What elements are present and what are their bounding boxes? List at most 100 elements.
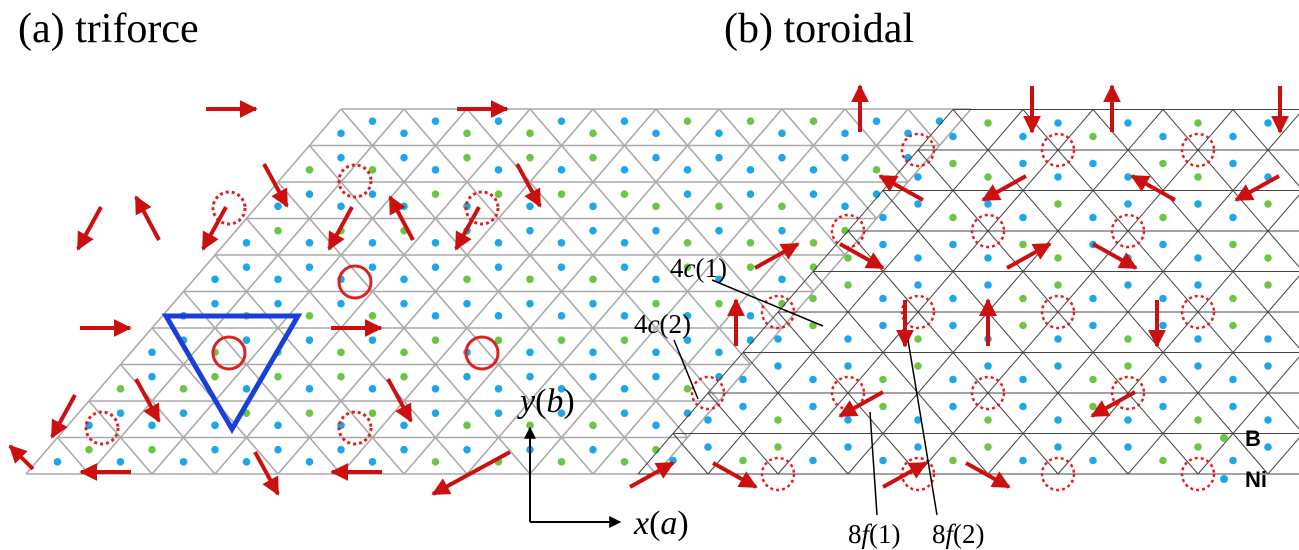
lattice-line [987, 113, 1299, 475]
solid-site-circle [211, 335, 247, 371]
atom [1194, 254, 1202, 262]
dotted-site-circle [1180, 294, 1216, 330]
lattice-line [1267, 437, 1299, 475]
atom [431, 409, 440, 417]
atom [557, 312, 566, 320]
atom [1229, 375, 1237, 384]
atom [179, 385, 188, 393]
y-axis-label: y(b) [517, 383, 575, 420]
atom [305, 458, 314, 466]
atom [1054, 443, 1062, 451]
moment-arrow [76, 206, 103, 251]
lattice-line [882, 190, 1129, 475]
atom [1229, 294, 1237, 303]
atom [778, 202, 786, 211]
atom [715, 153, 723, 162]
moment-arrow [431, 450, 511, 496]
atom [809, 375, 817, 384]
atom [914, 254, 922, 262]
lattice-line [1162, 109, 1299, 268]
atom [652, 129, 660, 138]
atom [984, 119, 992, 127]
atom [526, 372, 534, 381]
atom [652, 372, 660, 381]
atom [1194, 335, 1202, 343]
atom [274, 372, 282, 381]
moment-arrow [754, 242, 800, 270]
lattice-line [718, 108, 846, 256]
atom [337, 299, 345, 308]
atom [337, 202, 345, 211]
atom [746, 312, 755, 320]
atom [739, 402, 747, 411]
atom [431, 166, 440, 174]
atom [337, 348, 345, 357]
atom [778, 226, 786, 235]
moment-arrow [1234, 174, 1280, 202]
atom [557, 190, 566, 198]
atom [463, 299, 471, 308]
atom [1159, 132, 1167, 141]
atom [431, 117, 440, 125]
lattice-line [707, 392, 779, 475]
atom [494, 385, 503, 393]
atom [1124, 200, 1132, 208]
atom [809, 239, 818, 247]
atom [242, 336, 251, 344]
atom [914, 281, 922, 289]
atom [400, 348, 408, 357]
atom [85, 445, 93, 454]
lattice-line [907, 108, 941, 147]
moment-arrow [515, 163, 542, 208]
atom [620, 409, 629, 417]
atom [53, 458, 62, 466]
atom [1054, 119, 1062, 127]
atom [494, 239, 503, 247]
moment-arrow [1092, 242, 1138, 270]
atom [337, 153, 345, 162]
atom [148, 348, 156, 357]
atom [715, 129, 723, 138]
atom [904, 153, 912, 162]
atom [557, 458, 566, 466]
atom [305, 190, 314, 198]
atom [1264, 335, 1272, 343]
lattice-line [214, 254, 405, 475]
dotted-site-circle [900, 294, 936, 330]
atom [1264, 281, 1272, 289]
label-4c1: 4c(1) [670, 253, 727, 283]
atom [211, 421, 219, 430]
atom [589, 299, 597, 308]
atom [211, 299, 219, 308]
atom [400, 445, 408, 454]
lattice-line [847, 230, 1059, 475]
atom [984, 416, 992, 424]
moment-arrow [965, 461, 1011, 489]
atom [914, 200, 922, 208]
atom [305, 239, 314, 247]
atom [589, 275, 597, 284]
atom [746, 117, 755, 125]
atom [1019, 402, 1027, 411]
dotted-site-circle [337, 163, 373, 199]
atom [274, 299, 282, 308]
atom [1089, 132, 1097, 141]
atom [1229, 132, 1237, 141]
atom [589, 421, 597, 430]
atom [778, 153, 786, 162]
atom [274, 202, 282, 211]
atom [1124, 119, 1132, 127]
atom [1159, 402, 1167, 411]
moment-arrow [1006, 242, 1052, 270]
atom [1159, 159, 1167, 168]
atom [368, 409, 377, 417]
atom [179, 409, 188, 417]
lattice-line [592, 108, 783, 329]
atom [809, 402, 817, 411]
atom [935, 117, 944, 125]
dotted-site-circle [900, 456, 936, 492]
atom [148, 372, 156, 381]
atom [1089, 159, 1097, 168]
atom [274, 226, 282, 235]
